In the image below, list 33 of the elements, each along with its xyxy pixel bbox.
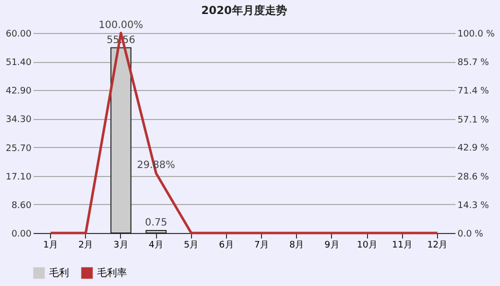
y-tick-label: 17.10 [6, 172, 32, 182]
x-tick-label: 5月 [184, 240, 199, 250]
data-label: 0.75 [144, 218, 168, 228]
y2-tick-label: 57.1 % [458, 115, 490, 126]
x-tick-label: 1月 [43, 240, 58, 250]
data-label: 100.00% [98, 20, 144, 31]
y2-tick-label: 85.7 % [458, 58, 490, 68]
x-tick-label: 10月 [356, 240, 378, 250]
legend-label: 毛利率 [97, 267, 127, 279]
x-tick-label: 8月 [289, 240, 304, 250]
x-tick-label: 9月 [324, 240, 340, 250]
y2-tick-label: 100.0 % [458, 30, 496, 40]
x-tick-label: 4月 [148, 240, 164, 250]
y-tick-label: 25.70 [6, 144, 32, 154]
x-tick-label: 3月 [114, 240, 128, 250]
x-tick-label: 6月 [219, 240, 234, 250]
y-tick-label: 8.60 [11, 200, 32, 211]
y-tick-label: 51.40 [6, 58, 32, 68]
y2-tick-label: 42.9 % [458, 144, 490, 154]
legend-label: 毛利 [49, 267, 69, 279]
y-tick-label: 34.30 [6, 115, 32, 126]
x-tick-label: 7月 [254, 240, 269, 250]
y-tick-label: 0.00 [11, 230, 32, 240]
y2-tick-label: 28.6 % [458, 172, 490, 182]
x-tick-label: 2月 [78, 240, 94, 250]
y2-tick-label: 71.4 % [458, 86, 490, 97]
y2-tick-label: 0.0 % [458, 230, 484, 240]
y-tick-label: 42.90 [6, 86, 32, 96]
y-tick-label: 60.00 [6, 30, 32, 40]
y2-tick-label: 14.3 % [458, 200, 490, 211]
x-tick-label: 12月 [427, 240, 448, 250]
x-tick-label: 11月 [392, 240, 412, 250]
chart-title: 2020年月度走势 [201, 4, 287, 17]
